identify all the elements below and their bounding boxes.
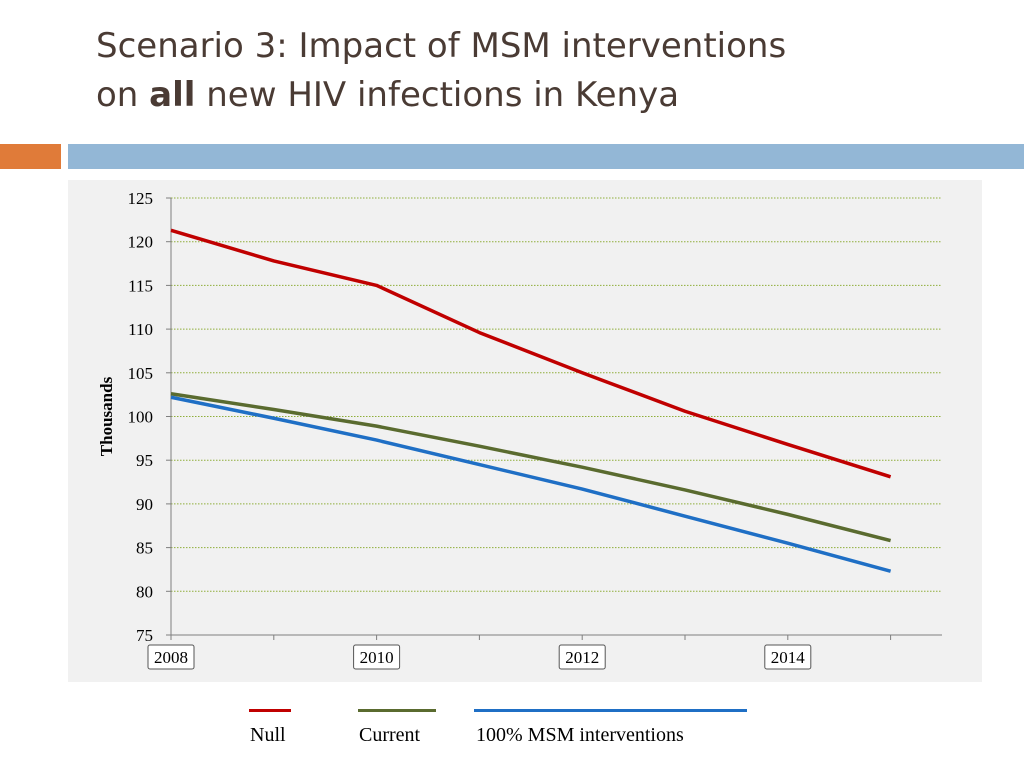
x-tick-label: 2012 — [565, 648, 599, 667]
chart-panel: 75 80 85 90 95 100 105 110 115 120 125 Thousands 200… — [68, 180, 982, 682]
y-tick-label: 75 — [136, 626, 153, 645]
accent-bar-orange — [0, 144, 61, 169]
x-tick-label: 2014 — [771, 648, 806, 667]
y-tick-label: 95 — [136, 451, 153, 470]
line-chart: 75 80 85 90 95 100 105 110 115 120 125 Thousands 200… — [97, 189, 942, 670]
title-line-2-prefix: on — [96, 75, 150, 115]
series-line-2 — [170, 395, 892, 573]
y-tick-label: 110 — [128, 320, 153, 339]
series-line-0 — [170, 228, 892, 479]
y-tick-label: 85 — [136, 539, 153, 558]
x-tick-label-box — [764, 644, 812, 670]
x-tick-label-box — [353, 644, 401, 670]
x-tick-label-box — [147, 644, 195, 670]
y-tick-label: 120 — [128, 233, 154, 252]
y-tick-label: 115 — [128, 276, 153, 295]
x-tick-label: 2010 — [360, 648, 394, 667]
legend-label: Current — [359, 724, 421, 746]
legend-label: Null — [250, 724, 286, 746]
slide-title-line-1: Scenario 3: Impact of MSM interventions — [96, 26, 787, 66]
title-line-2-suffix: new HIV infections in Kenya — [195, 75, 680, 115]
x-tick-label-box — [558, 644, 606, 670]
y-tick-label: 80 — [136, 582, 153, 601]
y-axis-title: Thousands — [97, 376, 116, 456]
legend-swatch — [474, 709, 747, 712]
slide-title: Scenario 3: Impact of MSM interventions … — [96, 22, 996, 120]
legend-swatch — [249, 709, 291, 712]
legend-label: 100% MSM interventions — [476, 724, 684, 746]
x-tick-label: 2008 — [154, 648, 188, 667]
title-emphasis-all: all — [149, 75, 196, 115]
y-tick-label: 90 — [136, 495, 153, 514]
y-tick-label: 125 — [128, 189, 154, 208]
accent-bar-blue — [68, 144, 1024, 169]
chart-legend: Null Current 100% MSM interventions — [0, 700, 1024, 760]
series-line-1 — [170, 392, 892, 543]
legend-swatch — [358, 709, 436, 712]
y-tick-label: 105 — [128, 364, 154, 383]
y-tick-label: 100 — [128, 408, 154, 427]
slide-title-line-2: on all new HIV infections in Kenya — [96, 71, 996, 120]
